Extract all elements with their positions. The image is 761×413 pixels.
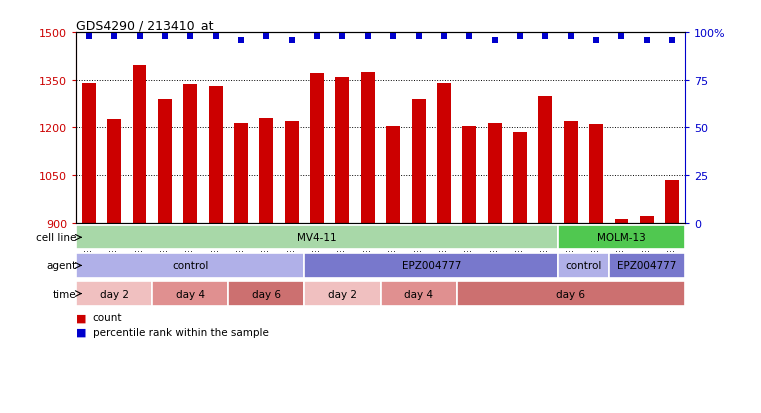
- Bar: [462, 126, 476, 223]
- Text: day 2: day 2: [328, 289, 357, 299]
- Text: MV4-11: MV4-11: [298, 233, 337, 243]
- Bar: [437, 84, 451, 223]
- Bar: [82, 84, 96, 223]
- Bar: [558, 254, 609, 278]
- Point: [336, 33, 349, 40]
- Bar: [107, 120, 121, 223]
- Bar: [614, 220, 629, 223]
- Bar: [228, 282, 304, 306]
- Text: MOLM-13: MOLM-13: [597, 233, 646, 243]
- Text: count: count: [93, 313, 123, 323]
- Point: [311, 33, 323, 40]
- Point: [514, 33, 526, 40]
- Point: [489, 37, 501, 44]
- Point: [438, 33, 450, 40]
- Text: control: control: [565, 261, 602, 271]
- Text: ■: ■: [76, 313, 87, 323]
- Text: day 6: day 6: [556, 289, 585, 299]
- Text: control: control: [172, 261, 209, 271]
- Point: [666, 37, 678, 44]
- Bar: [209, 87, 222, 223]
- Point: [159, 33, 171, 40]
- Bar: [386, 126, 400, 223]
- Bar: [457, 282, 685, 306]
- Bar: [380, 282, 457, 306]
- Bar: [564, 122, 578, 223]
- Text: time: time: [53, 289, 76, 299]
- Text: agent: agent: [46, 261, 76, 271]
- Text: EPZ004777: EPZ004777: [617, 261, 677, 271]
- Text: cell line: cell line: [36, 233, 76, 243]
- Bar: [234, 123, 248, 223]
- Bar: [152, 282, 228, 306]
- Point: [184, 33, 196, 40]
- Text: ■: ■: [76, 327, 87, 337]
- Point: [285, 37, 298, 44]
- Text: day 4: day 4: [176, 289, 205, 299]
- Point: [565, 33, 577, 40]
- Bar: [260, 119, 273, 223]
- Bar: [76, 254, 304, 278]
- Point: [387, 33, 400, 40]
- Point: [260, 33, 272, 40]
- Point: [641, 37, 653, 44]
- Text: day 2: day 2: [100, 289, 129, 299]
- Bar: [412, 100, 425, 223]
- Bar: [336, 77, 349, 223]
- Point: [235, 37, 247, 44]
- Bar: [589, 125, 603, 223]
- Bar: [304, 282, 380, 306]
- Bar: [513, 133, 527, 223]
- Bar: [640, 217, 654, 223]
- Point: [463, 33, 476, 40]
- Bar: [76, 225, 558, 250]
- Bar: [310, 74, 324, 223]
- Point: [412, 33, 425, 40]
- Text: day 6: day 6: [252, 289, 281, 299]
- Text: GDS4290 / 213410_at: GDS4290 / 213410_at: [76, 19, 214, 32]
- Point: [540, 33, 552, 40]
- Bar: [558, 225, 685, 250]
- Text: EPZ004777: EPZ004777: [402, 261, 461, 271]
- Text: day 4: day 4: [404, 289, 433, 299]
- Point: [108, 33, 120, 40]
- Point: [590, 37, 602, 44]
- Bar: [665, 180, 679, 223]
- Point: [209, 33, 221, 40]
- Bar: [609, 254, 685, 278]
- Bar: [183, 85, 197, 223]
- Bar: [158, 100, 172, 223]
- Text: percentile rank within the sample: percentile rank within the sample: [93, 327, 269, 337]
- Bar: [488, 123, 501, 223]
- Bar: [304, 254, 558, 278]
- Point: [361, 33, 374, 40]
- Point: [133, 33, 145, 40]
- Point: [616, 33, 628, 40]
- Bar: [285, 122, 298, 223]
- Point: [83, 33, 95, 40]
- Bar: [539, 96, 552, 223]
- Bar: [132, 66, 147, 223]
- Bar: [76, 282, 152, 306]
- Bar: [361, 73, 375, 223]
